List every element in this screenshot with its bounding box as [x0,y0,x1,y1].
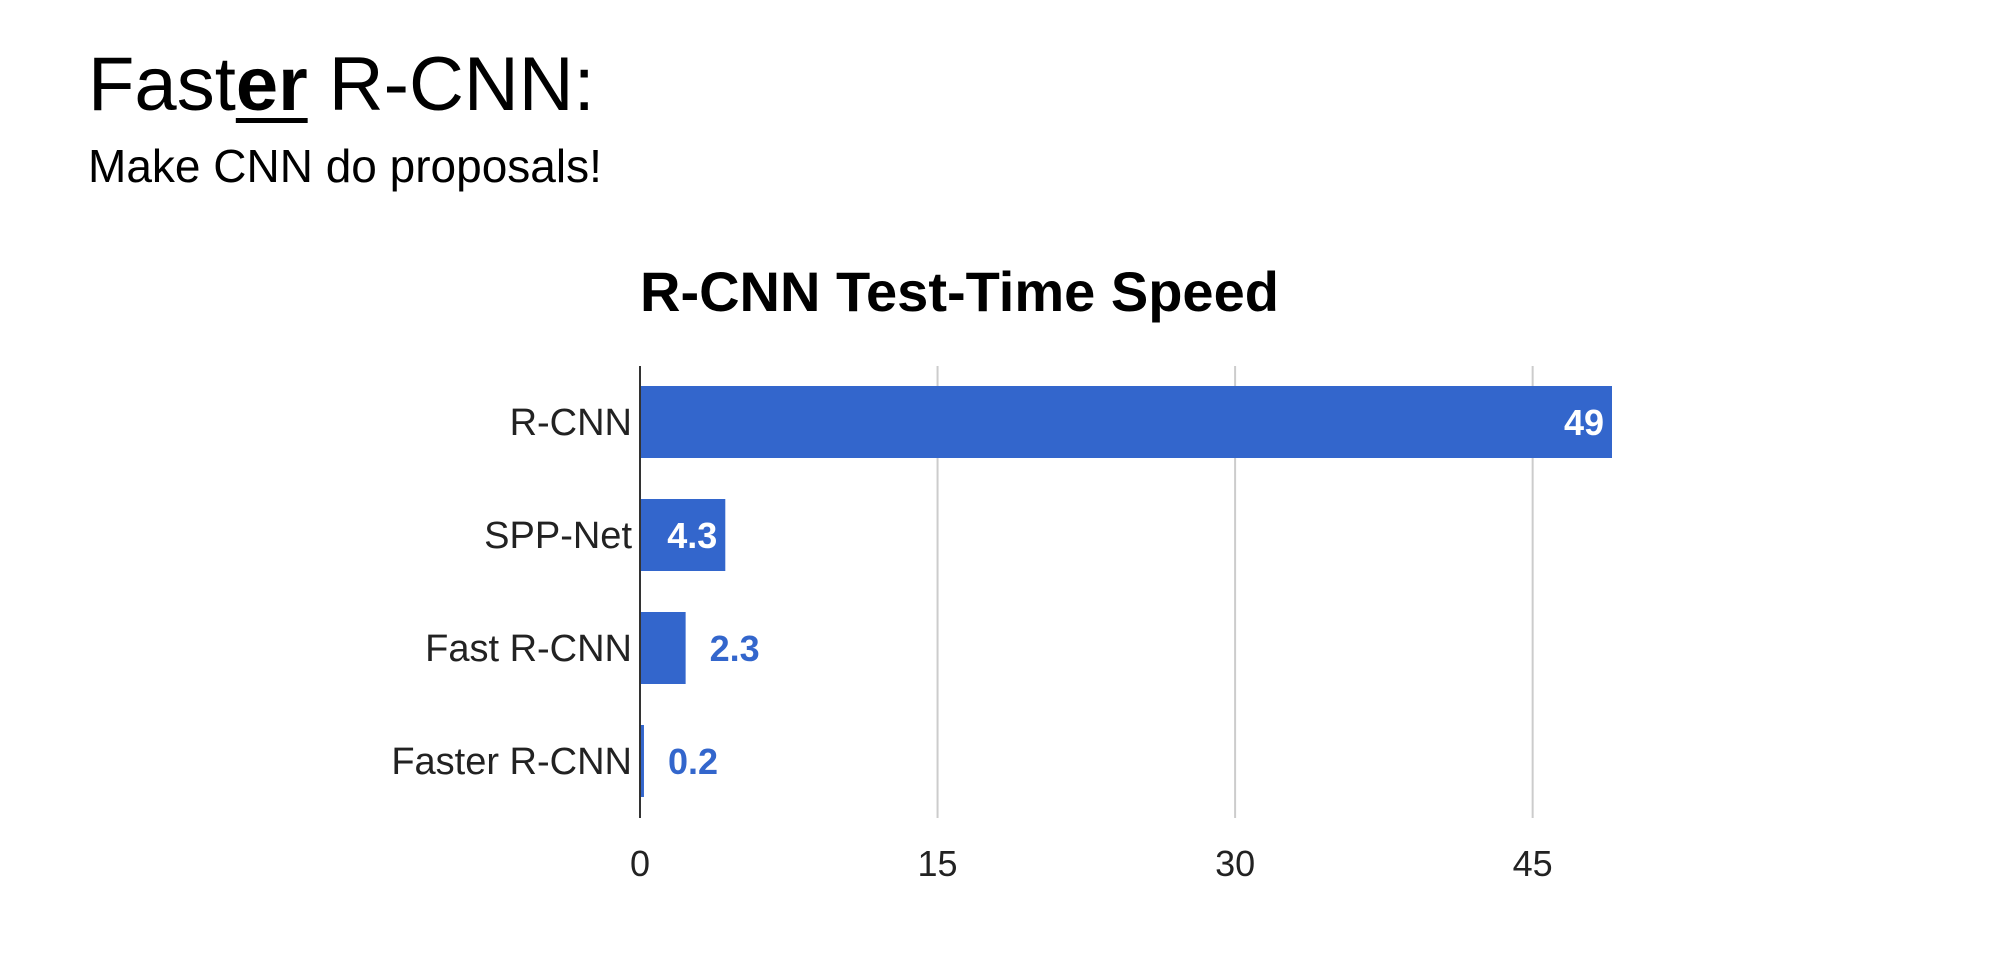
slide-title: Faster R-CNN: [88,40,595,130]
bars [640,386,1612,797]
chart-title: R-CNN Test-Time Speed [640,260,1279,323]
slide-title-emphasis: er [235,42,308,127]
x-tick-label: 30 [1215,843,1255,884]
bar-value-label: 0.2 [668,741,718,782]
x-tick-labels: 0 15 30 45 [630,843,1553,884]
bar [640,725,644,797]
category-label: R-CNN [510,402,632,444]
bar-value-label: 2.3 [710,628,760,669]
bar-value-label: 49 [1564,402,1604,443]
slide-title-prefix: Fast [88,42,236,127]
category-label: Fast R-CNN [425,628,632,670]
category-labels: R-CNN SPP-Net Fast R-CNN Faster R-CNN [391,402,632,783]
x-tick-label: 15 [918,843,958,884]
category-label: SPP-Net [484,515,632,557]
bar-value-label: 4.3 [667,515,717,556]
bar [640,386,1612,458]
bar [640,612,686,684]
data-labels: 49 4.3 2.3 0.2 [667,402,1604,782]
slide-subtitle: Make CNN do proposals! [88,140,602,192]
x-tick-label: 0 [630,843,650,884]
x-tick-label: 45 [1513,843,1553,884]
slide-title-suffix: R-CNN: [307,42,595,127]
bar [640,499,726,571]
category-label: Faster R-CNN [391,741,632,783]
